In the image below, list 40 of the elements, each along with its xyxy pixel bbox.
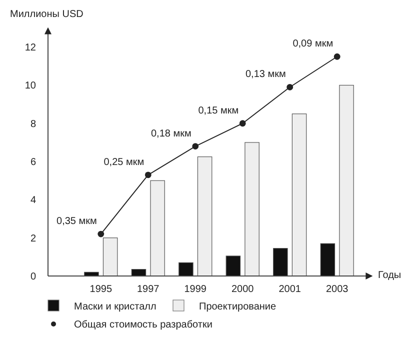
y-tick-label: 0 bbox=[30, 272, 36, 282]
y-tick-label: 10 bbox=[24, 80, 36, 92]
point bbox=[144, 172, 152, 178]
annotation: 0,25 мкм bbox=[104, 156, 144, 168]
legend-label: Проектирование bbox=[199, 302, 277, 312]
bar bbox=[226, 256, 241, 276]
bar bbox=[197, 156, 212, 276]
x-tick-label: 1999 bbox=[184, 284, 207, 295]
annotation: 0,35 мкм bbox=[56, 216, 98, 228]
legend-label: Общая стоимость разработки bbox=[74, 320, 212, 330]
point bbox=[98, 230, 104, 238]
bar bbox=[339, 84, 354, 276]
y-tick-label: 6 bbox=[30, 157, 36, 168]
y-tick-label: 2 bbox=[30, 233, 36, 244]
x-axis-title: Годы bbox=[378, 270, 402, 281]
y-tick-label: 4 bbox=[30, 195, 36, 206]
x-tick-label: 2001 bbox=[278, 284, 302, 295]
x-tick-label: 2003 bbox=[326, 284, 349, 295]
bar bbox=[102, 238, 118, 276]
bar bbox=[150, 180, 165, 276]
point bbox=[286, 84, 294, 90]
point bbox=[239, 120, 246, 127]
x-tick-label: 1997 bbox=[137, 284, 160, 295]
y-tick-label: 8 bbox=[30, 118, 36, 130]
annotation: 0,09 мкм bbox=[292, 38, 334, 50]
point bbox=[334, 53, 340, 60]
annotation: 0,18 мкм bbox=[151, 128, 192, 140]
bar bbox=[320, 243, 336, 276]
y-axis-title: Миллионы USD bbox=[10, 9, 84, 20]
x-tick-label: 1995 bbox=[90, 284, 112, 295]
bar bbox=[292, 114, 307, 276]
point bbox=[192, 143, 199, 150]
annotation: 0,13 мкм bbox=[245, 69, 286, 80]
bar bbox=[273, 248, 288, 276]
bar bbox=[244, 142, 260, 276]
legend-label: Маски и кристалл bbox=[74, 302, 156, 312]
y-tick-label: 12 bbox=[24, 42, 36, 54]
bar bbox=[178, 262, 194, 276]
x-tick-label: 2000 bbox=[231, 284, 254, 295]
annotation: 0,15 мкм bbox=[198, 105, 239, 116]
